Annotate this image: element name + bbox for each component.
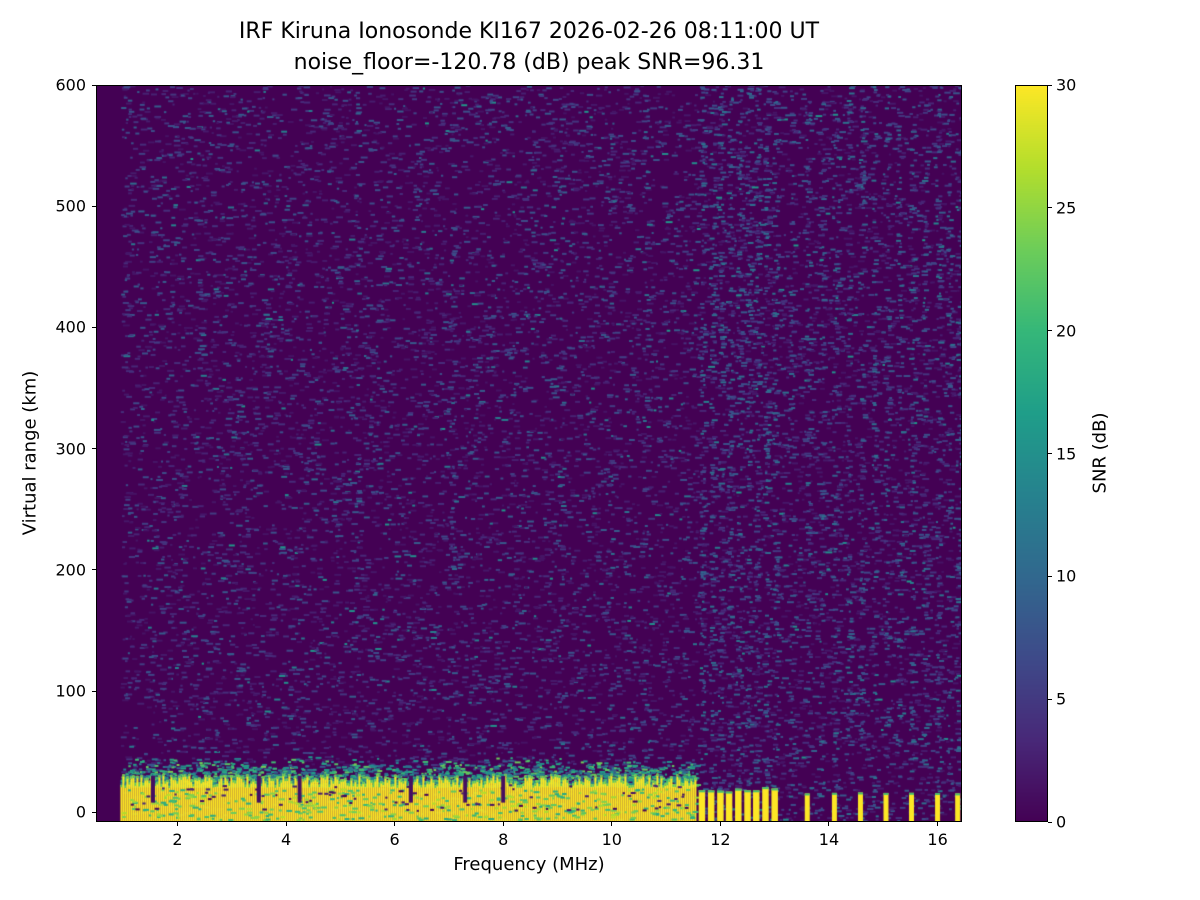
colorbar-tick-label: 5 — [1056, 689, 1067, 709]
x-tick-mark — [828, 822, 830, 826]
colorbar-tick-label: 10 — [1056, 566, 1077, 586]
colorbar-tick-mark — [1048, 698, 1052, 700]
colorbar-tick-label: 0 — [1056, 812, 1067, 832]
y-tick-mark — [92, 205, 96, 207]
y-tick-label: 300 — [55, 439, 86, 459]
chart-title-line2: noise_floor=-120.78 (dB) peak SNR=96.31 — [293, 50, 765, 75]
y-tick-label: 100 — [55, 681, 86, 701]
x-tick-mark — [502, 822, 504, 826]
colorbar-tick-label: 20 — [1056, 321, 1077, 341]
colorbar-tick-mark — [1048, 821, 1052, 823]
x-tick-label: 14 — [818, 830, 840, 849]
y-tick-mark — [92, 326, 96, 328]
x-tick-mark — [176, 822, 178, 826]
colorbar-tick-label: 25 — [1056, 198, 1077, 218]
colorbar-tick-mark — [1048, 84, 1052, 86]
colorbar-tick-mark — [1048, 207, 1052, 209]
x-tick-mark — [394, 822, 396, 826]
x-axis-label: Frequency (MHz) — [453, 854, 605, 875]
chart-title: IRF Kiruna Ionosonde KI167 2026-02-26 08… — [96, 16, 962, 78]
y-tick-label: 0 — [75, 802, 86, 822]
x-tick-mark — [611, 822, 613, 826]
y-tick-label: 500 — [55, 196, 86, 216]
x-tick-label: 12 — [710, 830, 731, 849]
y-tick-label: 600 — [55, 75, 86, 95]
y-tick-mark — [92, 569, 96, 571]
chart-title-line1: IRF Kiruna Ionosonde KI167 2026-02-26 08… — [238, 19, 820, 44]
colorbar-tick-mark — [1048, 330, 1052, 332]
heatmap-canvas — [96, 85, 962, 822]
colorbar-tick-label: 15 — [1056, 444, 1077, 463]
colorbar-tick-label: 30 — [1056, 75, 1077, 95]
y-tick-label: 400 — [55, 317, 86, 337]
x-tick-label: 8 — [498, 830, 509, 849]
colorbar-gradient — [1015, 85, 1048, 822]
x-tick-mark — [285, 822, 287, 826]
x-tick-mark — [937, 822, 939, 826]
colorbar-tick-mark — [1048, 575, 1052, 577]
colorbar-label: SNR (dB) — [1089, 412, 1111, 494]
x-tick-label: 2 — [172, 830, 183, 849]
y-tick-mark — [92, 690, 96, 692]
y-tick-label: 200 — [55, 560, 86, 580]
y-tick-mark — [92, 448, 96, 450]
y-tick-mark — [92, 811, 96, 813]
x-tick-label: 16 — [927, 830, 948, 849]
x-tick-mark — [719, 822, 721, 826]
x-tick-label: 6 — [389, 830, 400, 849]
x-tick-label: 10 — [601, 830, 622, 849]
x-tick-label: 4 — [280, 830, 292, 849]
y-tick-mark — [92, 84, 96, 86]
colorbar-tick-mark — [1048, 453, 1052, 454]
